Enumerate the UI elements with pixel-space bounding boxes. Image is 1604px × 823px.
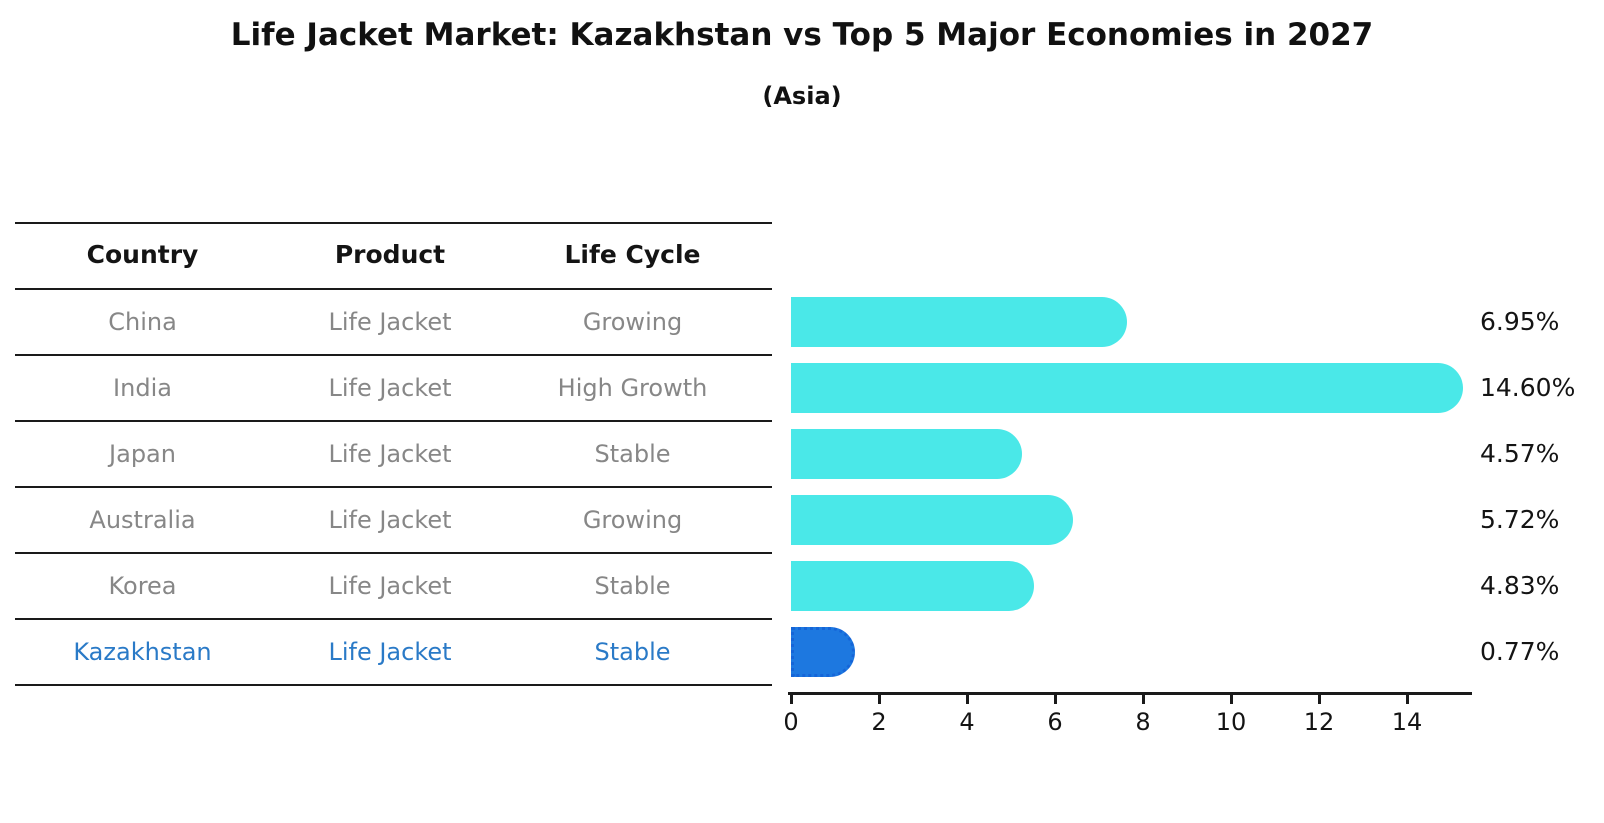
- table-cell-country: Japan: [109, 440, 176, 468]
- table-cell-life-cycle: High Growth: [557, 374, 708, 402]
- table-separator-line: [15, 618, 772, 620]
- table-cell-country: Korea: [108, 572, 177, 600]
- table-cell-product: Life Jacket: [328, 308, 452, 336]
- x-axis-tick-label: 0: [783, 708, 799, 736]
- bar-kazakhstan: [791, 627, 855, 677]
- column-header-country: Country: [86, 240, 199, 269]
- column-header-life-cycle: Life Cycle: [564, 240, 701, 269]
- table-cell-life-cycle: Stable: [594, 572, 671, 600]
- x-axis-tick-label: 6: [1047, 708, 1063, 736]
- table-cell-product: Life Jacket: [328, 440, 452, 468]
- x-axis-tick: [1406, 695, 1409, 704]
- bar-value-label: 6.95%: [1480, 307, 1560, 336]
- x-axis-tick: [1142, 695, 1145, 704]
- chart-title: Life Jacket Market: Kazakhstan vs Top 5 …: [230, 17, 1374, 53]
- bar-australia: [791, 495, 1073, 545]
- table-cell-country: China: [108, 308, 177, 336]
- chart-subtitle: (Asia): [762, 82, 842, 110]
- bar-korea: [791, 561, 1034, 611]
- table-separator-line: [15, 222, 772, 224]
- bar-value-label: 5.72%: [1480, 505, 1560, 534]
- x-axis-tick: [1054, 695, 1057, 704]
- table-cell-life-cycle: Stable: [594, 638, 671, 666]
- table-cell-product: Life Jacket: [328, 572, 452, 600]
- table-cell-country: Kazakhstan: [73, 638, 212, 666]
- bar-japan: [791, 429, 1022, 479]
- table-cell-life-cycle: Stable: [594, 440, 671, 468]
- table-separator-line: [15, 420, 772, 422]
- bar-value-label: 0.77%: [1480, 637, 1560, 666]
- table-cell-product: Life Jacket: [328, 638, 452, 666]
- x-axis-tick: [966, 695, 969, 704]
- x-axis-tick-label: 14: [1391, 708, 1423, 736]
- table-cell-country: India: [113, 374, 172, 402]
- bar-value-label: 14.60%: [1480, 373, 1576, 402]
- x-axis-tick-label: 10: [1215, 708, 1247, 736]
- x-axis-tick: [878, 695, 881, 704]
- x-axis-tick: [790, 695, 793, 704]
- x-axis-tick-label: 12: [1303, 708, 1335, 736]
- bar-china: [791, 297, 1127, 347]
- bar-value-label: 4.57%: [1480, 439, 1560, 468]
- table-cell-life-cycle: Growing: [582, 308, 683, 336]
- x-axis-tick-label: 8: [1135, 708, 1151, 736]
- table-cell-life-cycle: Growing: [582, 506, 683, 534]
- table-cell-product: Life Jacket: [328, 506, 452, 534]
- x-axis-tick: [1230, 695, 1233, 704]
- x-axis-tick-label: 2: [871, 708, 887, 736]
- bar-india: [791, 363, 1463, 413]
- table-separator-line: [15, 684, 772, 686]
- table-separator-line: [15, 354, 772, 356]
- table-cell-product: Life Jacket: [328, 374, 452, 402]
- table-separator-line: [15, 486, 772, 488]
- x-axis-line: [788, 692, 1472, 695]
- column-header-product: Product: [334, 240, 446, 269]
- table-separator-line: [15, 552, 772, 554]
- bar-value-label: 4.83%: [1480, 571, 1560, 600]
- x-axis-tick-label: 4: [959, 708, 975, 736]
- x-axis-tick: [1318, 695, 1321, 704]
- table-separator-line: [15, 288, 772, 290]
- table-cell-country: Australia: [89, 506, 196, 534]
